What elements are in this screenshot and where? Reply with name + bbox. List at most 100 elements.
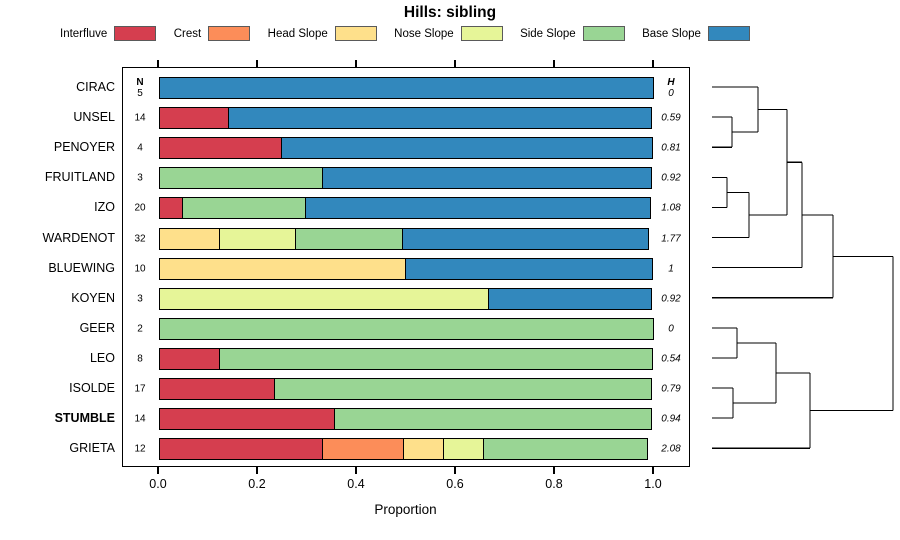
legend-item: Head Slope bbox=[268, 26, 377, 41]
bar-segment bbox=[322, 167, 653, 190]
bar-segment bbox=[219, 347, 653, 370]
legend-label: Crest bbox=[173, 27, 202, 40]
category-label: CIRAC bbox=[76, 80, 115, 94]
bar-segment bbox=[219, 227, 297, 250]
x-tick-bottom bbox=[553, 467, 555, 474]
bar-segment bbox=[159, 438, 324, 461]
bar-segment bbox=[182, 197, 306, 220]
n-value: 20 bbox=[134, 202, 146, 214]
bar-segment bbox=[401, 227, 650, 250]
plot-box: N 5 H 0 14 0.59 4 0.81 3 0.92 20 1.08 32 1.77 10 1 3 0.92… bbox=[122, 67, 690, 467]
legend-item: Nose Slope bbox=[394, 26, 503, 41]
x-tick-label: 1.0 bbox=[644, 477, 662, 491]
n-value: 12 bbox=[134, 443, 146, 455]
bar-row bbox=[159, 167, 654, 190]
bar-row bbox=[159, 347, 654, 370]
bar-segment bbox=[322, 438, 405, 461]
bar-segment bbox=[334, 408, 653, 431]
legend-label: Side Slope bbox=[520, 27, 576, 40]
h-value: 0.59 bbox=[661, 112, 681, 124]
h-cell: 0 bbox=[654, 323, 688, 334]
n-header: N bbox=[136, 77, 144, 88]
n-value: 14 bbox=[134, 112, 146, 124]
category-label: IZO bbox=[94, 200, 115, 215]
x-tick-top bbox=[256, 59, 258, 67]
bar-segment bbox=[487, 287, 653, 310]
legend-label: Base Slope bbox=[642, 27, 701, 40]
bar-segment bbox=[159, 317, 654, 340]
category-label: STUMBLE bbox=[54, 411, 115, 426]
category-label: WARDENOT bbox=[42, 230, 115, 245]
h-value: 0 bbox=[668, 323, 674, 335]
legend-swatch bbox=[582, 26, 625, 41]
h-value: 0.54 bbox=[661, 353, 681, 365]
n-cell: 10 bbox=[123, 263, 157, 274]
x-tick-label: 0.0 bbox=[149, 477, 167, 491]
n-cell: 12 bbox=[123, 444, 157, 455]
h-value: 0.79 bbox=[661, 383, 681, 395]
bar-segment bbox=[159, 107, 230, 130]
n-value: 8 bbox=[137, 353, 143, 365]
bar-segment bbox=[273, 378, 653, 400]
n-cell: 14 bbox=[123, 113, 157, 124]
category-label: ISOLDE bbox=[69, 381, 115, 395]
legend-swatch bbox=[114, 26, 157, 41]
legend-swatch bbox=[460, 26, 503, 41]
category-label: FRUITLAND bbox=[44, 170, 115, 185]
bar-segment bbox=[159, 197, 184, 220]
bar-segment bbox=[159, 137, 283, 160]
n-cell: 14 bbox=[123, 414, 157, 425]
x-axis-label: Proportion bbox=[374, 502, 437, 517]
x-tick-bottom bbox=[256, 467, 258, 474]
n-value: 2 bbox=[137, 323, 143, 335]
x-tick-label: 0.8 bbox=[545, 477, 563, 491]
bar-segment bbox=[483, 438, 648, 461]
h-value: 1.08 bbox=[661, 202, 681, 214]
bar-row bbox=[159, 227, 654, 250]
bar-segment bbox=[295, 227, 404, 250]
bar-segment bbox=[159, 347, 221, 370]
x-tick-bottom bbox=[355, 467, 357, 474]
n-cell: 3 bbox=[123, 293, 157, 304]
x-tick-label: 0.4 bbox=[347, 477, 365, 491]
n-value: 10 bbox=[134, 263, 146, 275]
h-cell: 1.08 bbox=[654, 203, 688, 214]
category-label: PENOYER bbox=[53, 140, 115, 155]
n-cell: 3 bbox=[123, 173, 157, 184]
n-cell: 2 bbox=[123, 323, 157, 334]
bar-segment bbox=[159, 257, 407, 280]
h-value: 0.94 bbox=[661, 413, 681, 425]
chart-title: Hills: sibling bbox=[403, 4, 497, 21]
bar-row bbox=[159, 317, 654, 340]
h-cell: 0.92 bbox=[654, 173, 688, 184]
bar-row bbox=[159, 257, 654, 280]
legend-item: Side Slope bbox=[520, 26, 625, 41]
n-value: 14 bbox=[134, 413, 146, 425]
bar-row bbox=[159, 408, 654, 431]
h-cell: 0.79 bbox=[654, 384, 688, 395]
bar-segment bbox=[443, 438, 485, 461]
legend-item: Interfluve bbox=[60, 26, 157, 41]
n-cell: 17 bbox=[123, 384, 157, 395]
h-cell: 0.54 bbox=[654, 353, 688, 364]
legend-swatch bbox=[707, 26, 750, 41]
category-label: UNSEL bbox=[73, 110, 115, 125]
category-label: BLUEWING bbox=[48, 260, 115, 275]
x-tick-bottom bbox=[157, 467, 159, 474]
bar-segment bbox=[304, 197, 651, 220]
bar-segment bbox=[159, 287, 490, 310]
legend-item: Crest bbox=[173, 26, 251, 41]
bar-segment bbox=[403, 438, 445, 461]
legend-label: Head Slope bbox=[267, 27, 328, 40]
x-tick-label: 0.2 bbox=[248, 477, 266, 491]
bar-segment bbox=[405, 257, 653, 280]
h-value: 0 bbox=[668, 88, 674, 99]
legend: Interfluve Crest Head Slope Nose Slope Side … bbox=[60, 26, 750, 41]
h-cell: 0.94 bbox=[654, 414, 688, 425]
h-value: 0.81 bbox=[661, 142, 681, 154]
n-cell: 8 bbox=[123, 353, 157, 364]
legend-swatch bbox=[334, 26, 377, 41]
n-value: 32 bbox=[134, 233, 146, 244]
